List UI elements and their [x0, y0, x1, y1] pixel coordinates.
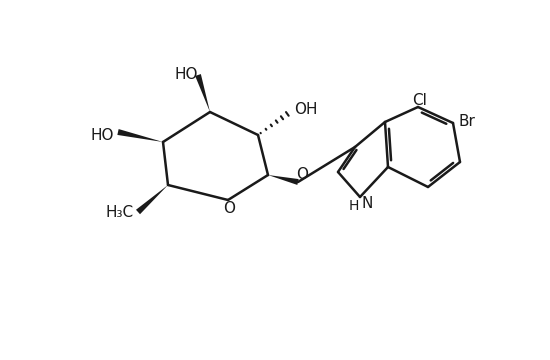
- Text: O: O: [223, 201, 235, 216]
- Text: HO: HO: [91, 127, 114, 143]
- Text: OH: OH: [294, 102, 317, 117]
- Text: HO: HO: [174, 67, 198, 82]
- Text: Cl: Cl: [412, 93, 427, 108]
- Polygon shape: [195, 74, 210, 112]
- Text: H₃C: H₃C: [106, 205, 134, 220]
- Polygon shape: [268, 175, 299, 185]
- Text: N: N: [362, 195, 373, 211]
- Polygon shape: [136, 185, 168, 214]
- Text: O: O: [296, 166, 308, 181]
- Text: Br: Br: [459, 113, 476, 129]
- Polygon shape: [117, 129, 163, 142]
- Text: H: H: [349, 199, 359, 213]
